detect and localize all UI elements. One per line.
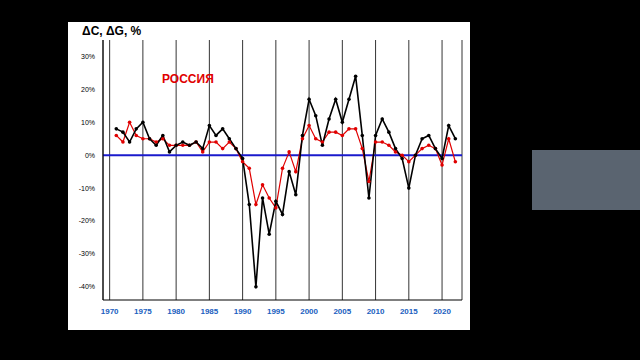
svg-text:-40%: -40% [79, 283, 95, 290]
svg-text:30%: 30% [81, 53, 95, 60]
html-text:РОССИЯ: РОССИЯ [162, 72, 214, 86]
svg-text:2020: 2020 [433, 307, 451, 316]
svg-text:0%: 0% [85, 152, 95, 159]
svg-text:2005: 2005 [333, 307, 351, 316]
svg-text:2000: 2000 [300, 307, 318, 316]
svg-text:1980: 1980 [167, 307, 185, 316]
svg-text:-10%: -10% [79, 185, 95, 192]
svg-text:1985: 1985 [200, 307, 218, 316]
svg-text:-30%: -30% [79, 250, 95, 257]
svg-text:1970: 1970 [101, 307, 119, 316]
svg-text:1975: 1975 [134, 307, 152, 316]
html-text:ΔC, ΔG, %: ΔC, ΔG, % [82, 24, 142, 38]
svg-text:2010: 2010 [367, 307, 385, 316]
svg-text:1995: 1995 [267, 307, 285, 316]
svg-text:-20%: -20% [79, 217, 95, 224]
svg-text:20%: 20% [81, 86, 95, 93]
svg-text:2015: 2015 [400, 307, 418, 316]
svg-text:10%: 10% [81, 119, 95, 126]
svg-text:1990: 1990 [234, 307, 252, 316]
